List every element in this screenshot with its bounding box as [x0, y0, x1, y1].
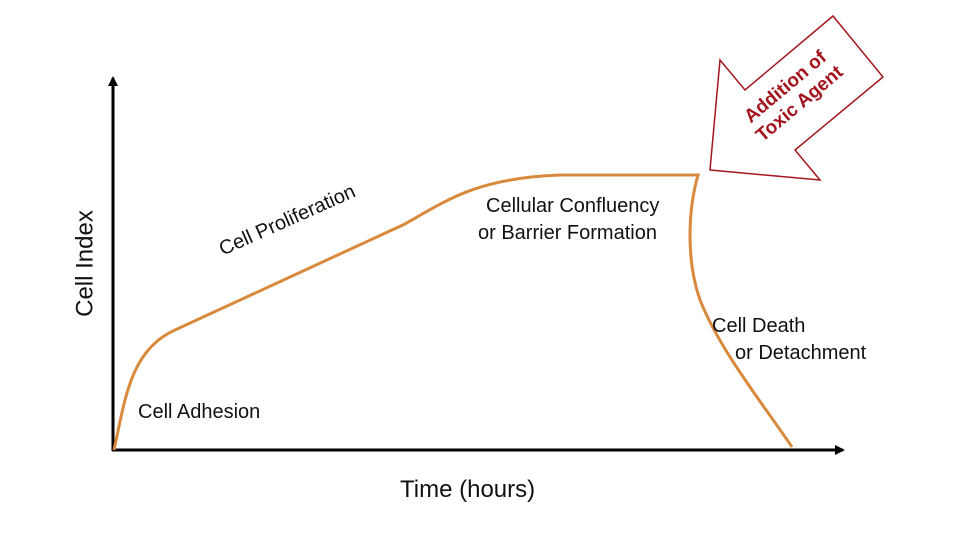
x-axis-label: Time (hours) — [400, 476, 536, 503]
label-cell-adhesion: Cell Adhesion — [138, 401, 261, 423]
label-death-1: Cell Death — [712, 315, 806, 337]
toxic-agent-arrow — [709, 14, 885, 181]
y-axis-label: Cell Index — [71, 210, 99, 317]
cell-index-curve — [112, 173, 794, 451]
label-confluency-1: Cellular Confluency — [486, 195, 660, 217]
label-death-2: or Detachment — [735, 342, 867, 364]
label-confluency-2: or Barrier Formation — [478, 222, 657, 244]
